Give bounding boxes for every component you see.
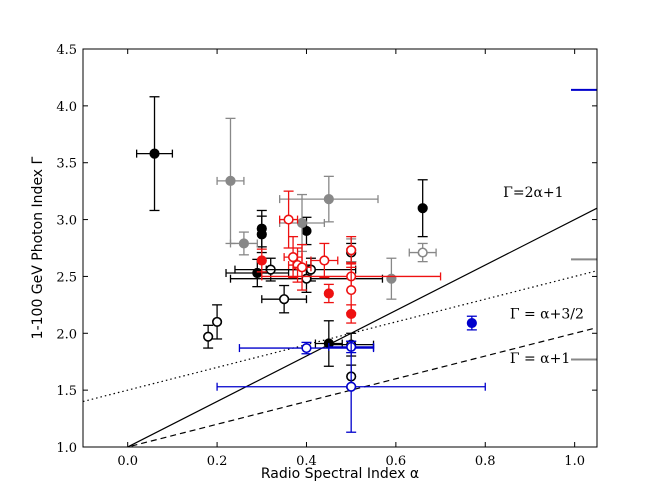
y-tick-label: 4.5 bbox=[56, 43, 77, 58]
data-point bbox=[310, 242, 339, 279]
point-marker bbox=[323, 288, 334, 299]
data-point bbox=[466, 315, 477, 331]
data-point bbox=[256, 248, 267, 273]
y-tick-label: 4.0 bbox=[56, 100, 77, 115]
y-tick-label: 2.5 bbox=[56, 270, 77, 285]
edge-markers bbox=[571, 88, 597, 361]
point-marker bbox=[346, 245, 357, 256]
data-point bbox=[346, 266, 357, 314]
point-marker bbox=[417, 247, 428, 258]
point-marker bbox=[466, 317, 477, 329]
point-marker bbox=[319, 255, 330, 266]
data-point bbox=[216, 117, 245, 245]
point-marker bbox=[346, 381, 357, 392]
data-point bbox=[323, 283, 334, 304]
point-marker bbox=[225, 175, 236, 187]
point-marker bbox=[256, 255, 267, 266]
data-point bbox=[408, 242, 437, 263]
x-tick-label: 1.0 bbox=[564, 454, 585, 469]
point-marker bbox=[238, 238, 250, 249]
point-marker bbox=[417, 203, 428, 214]
y-tick-label: 1.0 bbox=[56, 441, 77, 456]
point-marker bbox=[149, 148, 160, 159]
reference-line-2 bbox=[83, 270, 597, 403]
point-marker bbox=[346, 284, 357, 296]
y-tick-label: 3.0 bbox=[56, 214, 77, 229]
line-label: Γ = α+1 bbox=[510, 351, 570, 367]
point-marker bbox=[256, 229, 267, 240]
data-point bbox=[256, 215, 267, 254]
point-marker bbox=[296, 217, 308, 229]
data-point bbox=[417, 179, 428, 238]
y-axis-label: 1-100 GeV Photon Index Γ bbox=[30, 156, 46, 339]
x-axis-label: Radio Spectral Index α bbox=[261, 466, 419, 482]
reference-line-1 bbox=[126, 207, 597, 447]
data-point bbox=[386, 257, 397, 300]
data-point bbox=[203, 324, 214, 349]
point-marker bbox=[323, 194, 334, 205]
axis-ticks bbox=[83, 48, 597, 448]
y-tick-label: 3.5 bbox=[56, 157, 77, 172]
x-tick-label: 0.4 bbox=[296, 454, 317, 469]
point-marker bbox=[301, 273, 312, 284]
data-point bbox=[279, 190, 299, 249]
point-marker bbox=[203, 331, 214, 342]
data-point bbox=[216, 340, 486, 433]
line-label: Γ=2α+1 bbox=[503, 185, 563, 201]
x-tick-label: 0.6 bbox=[386, 454, 407, 469]
reference-lines bbox=[83, 207, 597, 447]
line-label: Γ = α+3/2 bbox=[510, 307, 584, 323]
data-point bbox=[279, 175, 379, 223]
data-point bbox=[346, 235, 357, 265]
plot-frame bbox=[82, 48, 598, 448]
point-marker bbox=[296, 262, 308, 273]
data-points bbox=[135, 96, 486, 433]
y-tick-label: 1.5 bbox=[56, 384, 77, 399]
data-point bbox=[292, 243, 312, 291]
data-point bbox=[229, 231, 258, 256]
line-annotations: Γ=2α+1 Γ = α+3/2 Γ = α+1 bbox=[503, 185, 584, 367]
x-tick-label: 0.0 bbox=[117, 454, 138, 469]
point-marker bbox=[211, 316, 223, 328]
data-point bbox=[211, 304, 223, 340]
point-marker bbox=[386, 273, 397, 284]
point-marker bbox=[287, 251, 299, 263]
y-tick-label: 2.0 bbox=[56, 327, 77, 342]
x-tick-label: 0.8 bbox=[475, 454, 496, 469]
point-marker bbox=[301, 225, 312, 237]
tick-labels: 0.0 0.2 0.4 0.6 0.8 1.0 1.0 1.5 2.0 2.5 3.0 3.5 4.0 4… bbox=[56, 43, 585, 469]
point-marker bbox=[283, 214, 294, 225]
x-tick-label: 0.2 bbox=[207, 454, 228, 469]
reference-line-3 bbox=[125, 327, 597, 447]
data-point bbox=[261, 284, 308, 314]
data-point bbox=[135, 96, 174, 212]
point-marker bbox=[279, 294, 290, 305]
data-point bbox=[279, 193, 326, 253]
point-marker bbox=[301, 342, 312, 354]
